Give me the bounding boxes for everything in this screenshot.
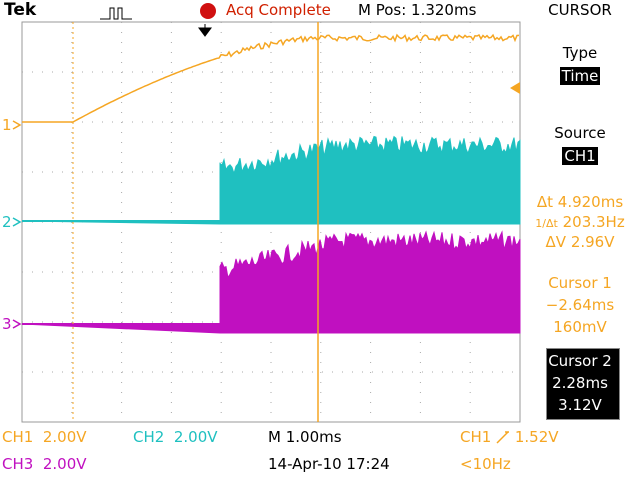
trigger-pos xyxy=(198,24,212,37)
frequency: <10Hz xyxy=(460,455,511,473)
type-label: Type xyxy=(562,44,598,62)
cursor2-label: Cursor 2 xyxy=(548,352,612,370)
ch1-scale: CH1 2.00V xyxy=(2,428,87,446)
inverse-delta-t-value: 203.3Hz xyxy=(562,213,625,231)
ch2-scale: CH2 2.00V xyxy=(133,428,218,446)
ch1-volts: 2.00V xyxy=(42,428,87,446)
delta-v-label: ΔV xyxy=(545,233,567,251)
ch2-trace xyxy=(21,135,521,225)
slope-icon xyxy=(496,431,510,444)
timebase: M 1.00ms xyxy=(268,428,342,446)
ch2-volts: 2.00V xyxy=(173,428,218,446)
cursor2-time: 2.28ms xyxy=(552,374,608,392)
cursor2-voltage: 3.12V xyxy=(558,396,602,414)
menu-title: CURSOR xyxy=(548,1,612,19)
source-label: Source xyxy=(554,124,606,142)
ch3-name: CH3 xyxy=(2,455,34,473)
delta-t: Δt 4.920ms xyxy=(520,193,640,211)
ch3-trace xyxy=(21,230,521,334)
cursor1-time: −2.64ms xyxy=(545,296,615,314)
acq-dot xyxy=(200,3,216,19)
acq-status: Acq Complete xyxy=(226,1,331,19)
date: 14-Apr-10 17:24 xyxy=(268,455,390,473)
source-value-text[interactable]: CH1 xyxy=(562,147,598,165)
brand: Tek xyxy=(4,0,37,20)
ch1-name: CH1 xyxy=(2,428,34,446)
delta-v: ΔV 2.96V xyxy=(520,233,640,251)
delta-v-value: 2.96V xyxy=(570,233,615,251)
delta-t-value: 4.920ms xyxy=(557,193,624,211)
ch3-volts: 2.00V xyxy=(42,455,87,473)
type-value[interactable]: Time xyxy=(520,67,640,85)
inverse-delta-t-label: 1/Δt xyxy=(535,217,558,230)
ch3-scale: CH3 2.00V xyxy=(2,455,87,473)
ch3-marker: 3 xyxy=(2,315,12,333)
trigger-source: CH1 xyxy=(460,428,492,446)
source-value[interactable]: CH1 xyxy=(520,147,640,165)
type-value-text[interactable]: Time xyxy=(559,67,601,85)
ch2-marker: 2 xyxy=(2,213,12,231)
cursor1-voltage: 160mV xyxy=(553,318,607,336)
trigger-level-arrow xyxy=(510,82,520,94)
channel-arrow xyxy=(12,319,22,329)
ch1-marker: 1 xyxy=(2,116,12,134)
cursor2-box[interactable] xyxy=(546,348,620,420)
channel-arrow xyxy=(12,217,22,227)
ch1-trace xyxy=(22,33,520,123)
cursor1-label: Cursor 1 xyxy=(548,274,612,292)
channel-arrow xyxy=(12,120,22,130)
ch2-name: CH2 xyxy=(133,428,165,446)
delta-t-label: Δt xyxy=(536,193,553,211)
inverse-delta-t: 1/Δt 203.3Hz xyxy=(520,213,640,233)
m-pos: M Pos: 1.320ms xyxy=(358,1,477,19)
acq-icon xyxy=(100,7,132,20)
trigger: CH1 1.52V xyxy=(460,428,559,446)
trigger-level: 1.52V xyxy=(514,428,559,446)
